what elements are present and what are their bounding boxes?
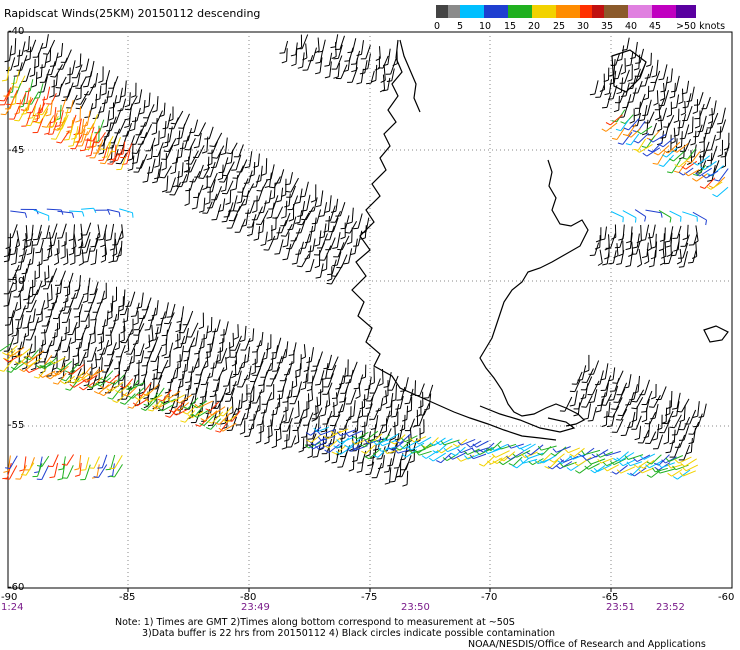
lat-label--60: -60 <box>8 582 25 593</box>
lon-label--80: -80 <box>240 592 257 603</box>
coastline-islands <box>703 325 729 343</box>
coastline <box>351 39 729 441</box>
note-line-2: 3)Data buffer is 22 hrs from 20150112 4)… <box>142 628 556 639</box>
legend-label-15: 15 <box>504 21 517 32</box>
lat-lon-grid <box>8 32 732 588</box>
legend-label-0: 0 <box>434 21 441 32</box>
coastline-chile-north <box>399 39 421 113</box>
note-line-1: Note: 1) Times are GMT 2)Times along bot… <box>115 617 515 628</box>
legend-swatch-3 <box>484 5 508 18</box>
coastline-tierra-del-fuego <box>479 405 576 433</box>
legend-label-20: 20 <box>528 21 541 32</box>
coastline-africa-edge <box>611 49 647 93</box>
legend-label-40: 40 <box>625 21 638 32</box>
lon-label--90: -90 <box>1 592 18 603</box>
time-label: 1:24 <box>1 602 24 613</box>
legend-swatch-0 <box>436 5 448 18</box>
legend-label-5: 5 <box>457 21 464 32</box>
legend-label-50: >50 knots <box>676 21 726 32</box>
lon-label--75: -75 <box>361 592 378 603</box>
legend-label-25: 25 <box>553 21 566 32</box>
legend-swatch-10 <box>628 5 652 18</box>
legend-label-30: 30 <box>577 21 590 32</box>
lon-label--85: -85 <box>119 592 136 603</box>
lon-label--60: -60 <box>718 592 735 603</box>
coastline-chile <box>351 39 557 441</box>
legend-swatch-2 <box>460 5 484 18</box>
lon-label--70: -70 <box>481 592 498 603</box>
legend-swatch-1 <box>448 5 460 18</box>
legend-swatch-4 <box>508 5 532 18</box>
lat-label--40: -40 <box>8 26 25 37</box>
map-title: Rapidscat Winds(25KM) 20150112 descendin… <box>4 7 261 20</box>
legend-swatch-8 <box>592 5 604 18</box>
time-label: 23:50 <box>401 602 430 613</box>
lat-label--45: -45 <box>8 145 25 156</box>
legend-label-45: 45 <box>649 21 662 32</box>
legend-label-35: 35 <box>601 21 614 32</box>
legend-label-10: 10 <box>479 21 492 32</box>
axis-ticks <box>127 588 612 592</box>
time-label: 23:52 <box>656 602 685 613</box>
wind-barbs <box>0 34 730 487</box>
coastline-argentina <box>479 159 589 427</box>
time-label: 23:51 <box>606 602 635 613</box>
legend-swatch-11 <box>652 5 676 18</box>
lon-label--65: -65 <box>602 592 619 603</box>
legend-swatch-9 <box>604 5 628 18</box>
legend-swatch-6 <box>556 5 580 18</box>
lat-label--55: -55 <box>8 420 25 431</box>
time-label: 23:49 <box>241 602 270 613</box>
lat-label--50: -50 <box>8 276 25 287</box>
legend-swatch-5 <box>532 5 556 18</box>
legend-swatch-12 <box>676 5 696 18</box>
credit-line: NOAA/NESDIS/Office of Research and Appli… <box>468 639 706 650</box>
legend-swatch-7 <box>580 5 592 18</box>
